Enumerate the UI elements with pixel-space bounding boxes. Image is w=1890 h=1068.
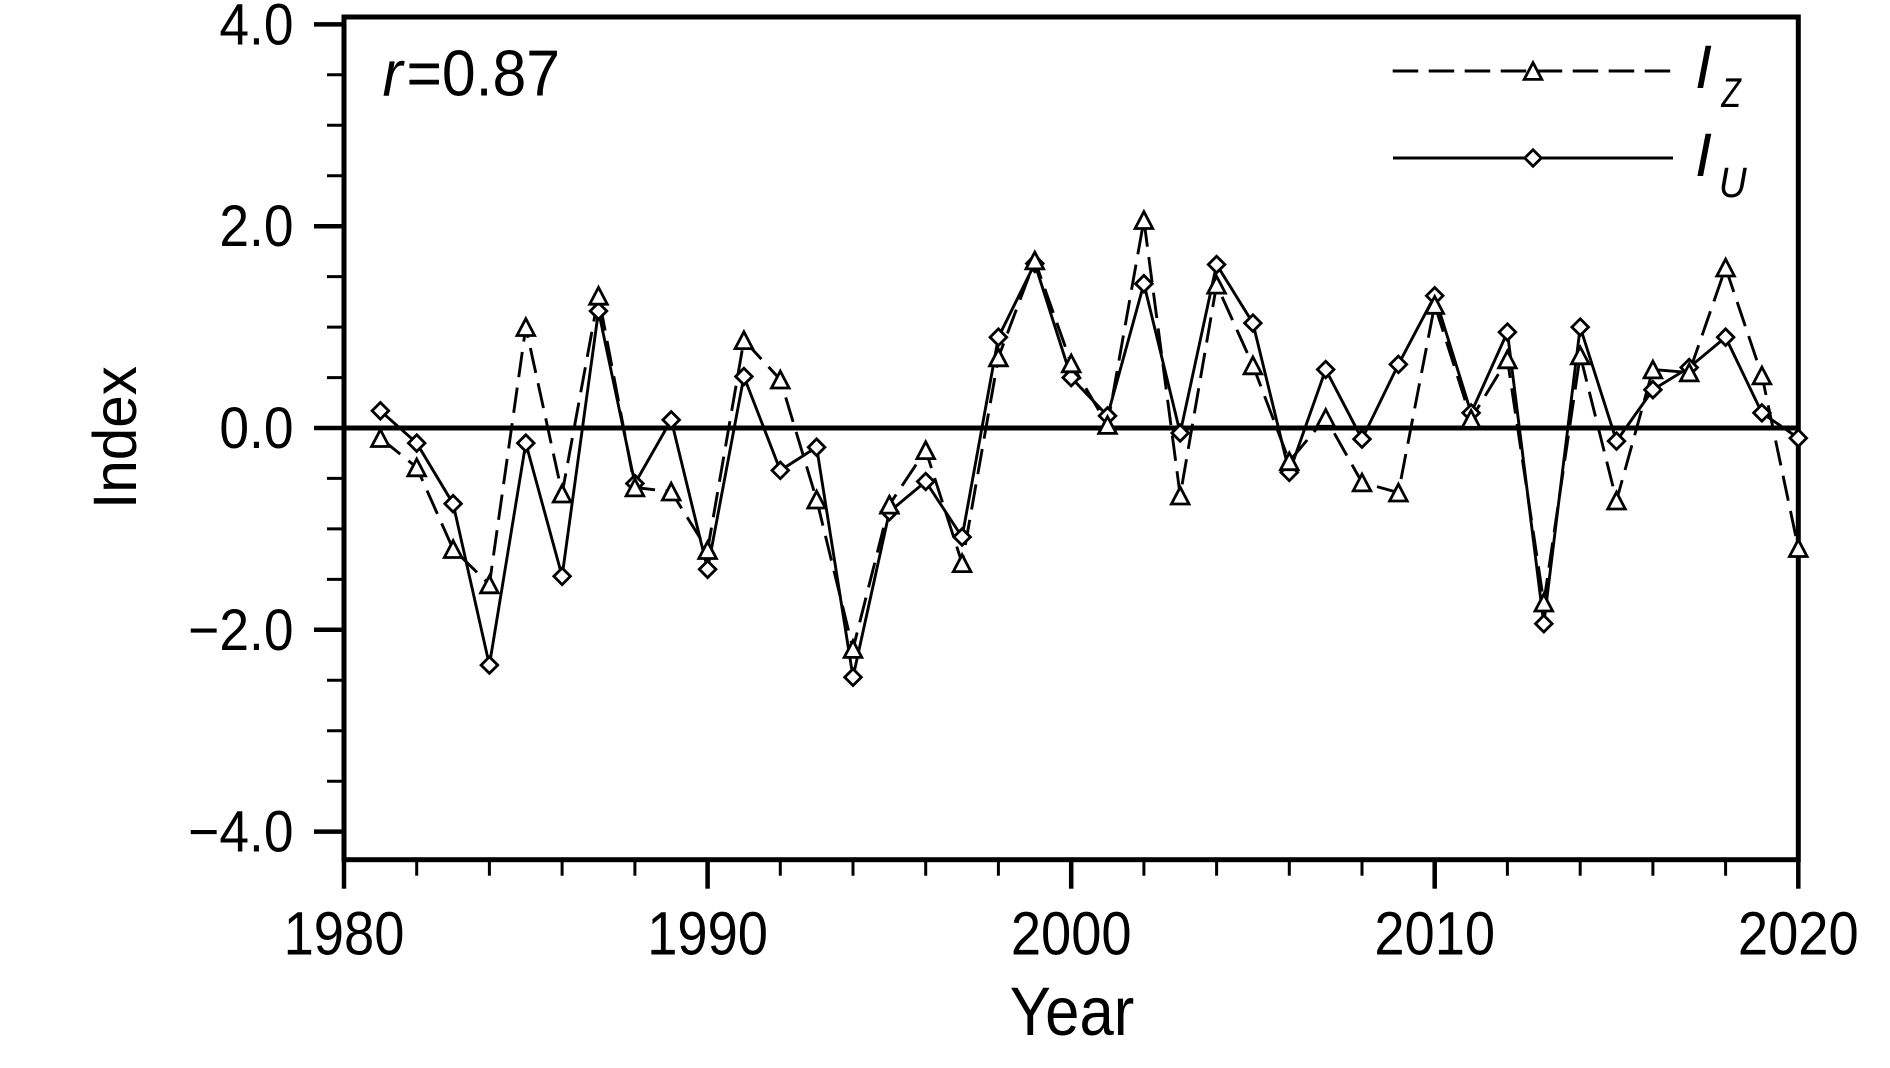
- svg-text:2000: 2000: [1011, 901, 1132, 969]
- svg-text:I: I: [1695, 33, 1712, 101]
- svg-text:−2.0: −2.0: [188, 598, 293, 663]
- svg-text:2010: 2010: [1374, 901, 1495, 969]
- svg-text:2020: 2020: [1738, 901, 1859, 969]
- svg-text:I: I: [1695, 121, 1712, 189]
- svg-text:−4.0: −4.0: [188, 800, 293, 865]
- svg-text:U: U: [1719, 158, 1747, 206]
- svg-text:2.0: 2.0: [219, 194, 293, 259]
- svg-text:Year: Year: [1010, 973, 1135, 1050]
- svg-text:Index: Index: [81, 366, 150, 509]
- svg-text:1990: 1990: [647, 901, 768, 969]
- svg-text:1980: 1980: [284, 901, 405, 969]
- svg-text:r=0.87: r=0.87: [383, 38, 561, 110]
- svg-text:4.0: 4.0: [219, 0, 293, 57]
- svg-text:0.0: 0.0: [219, 396, 293, 461]
- svg-text:Z: Z: [1721, 69, 1742, 116]
